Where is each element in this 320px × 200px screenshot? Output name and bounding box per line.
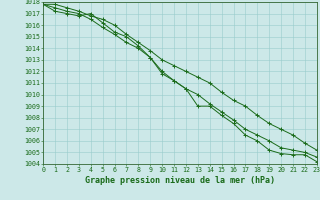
X-axis label: Graphe pression niveau de la mer (hPa): Graphe pression niveau de la mer (hPa) — [85, 176, 275, 185]
